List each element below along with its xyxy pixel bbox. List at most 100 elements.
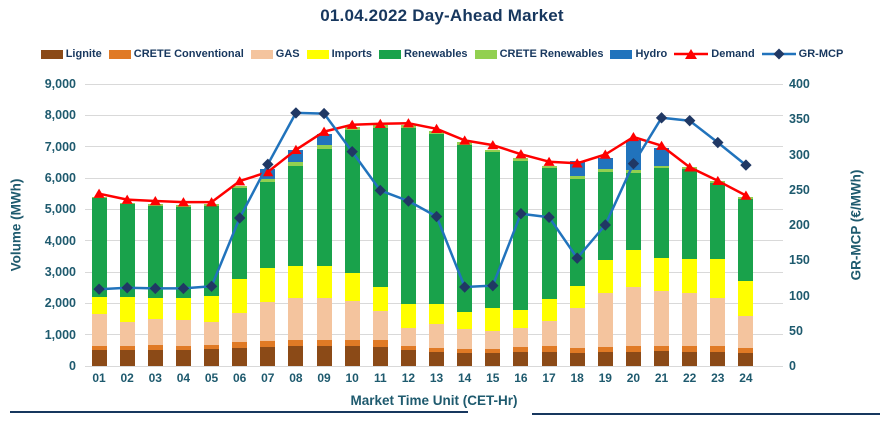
bar-h05-imports [204,296,220,322]
right-axis-tick-label: 200 [789,218,810,232]
bar-h14-gas [457,329,473,349]
x-axis-tick-label: 22 [683,371,697,385]
legend-label: Demand [711,48,755,60]
bar-h22-crete-conventional [682,346,698,352]
gr-mcp-marker [655,112,668,124]
bar-h05-crete-conventional [204,345,220,350]
bar-h09-imports [316,266,332,298]
bar-h20-crete-conventional [625,346,641,352]
bar-h05-gas [204,321,220,345]
bar-h06-lignite [232,348,248,366]
bar-h03-renewables [147,205,163,298]
demand-marker [93,188,105,198]
bar-h10-imports [344,272,360,301]
bar-h08-gas [288,298,304,340]
right-axis-tick-label: 400 [789,77,810,91]
gr-mcp-marker [712,136,724,149]
legend-item-lignite: Lignite [40,48,102,60]
bar-h05-lignite [204,349,220,366]
gr-mcp-marker [515,208,527,220]
bar-h06-crete-conventional [232,342,248,349]
gr-mcp-marker [149,282,162,295]
x-axis-tick-label: 05 [204,371,219,385]
right-axis-tick-label: 350 [789,112,810,127]
gr-mcp-marker [627,157,640,170]
bar-h06-crete-renewables [232,186,248,189]
x-axis-tick-label: 07 [261,371,275,385]
right-axis-tick-label: 0 [789,359,796,373]
bar-h07-crete-renewables [260,179,276,182]
demand-marker [740,190,752,200]
bar-h09-hydro [316,133,332,146]
legend-item-renewables: Renewables [378,48,468,60]
bar-h24-crete-conventional [738,348,754,353]
demand-marker [571,158,583,168]
left-axis-tick-label: 2,000 [44,296,76,311]
bar-h10-crete-conventional [344,339,360,347]
bar-h02-crete-conventional [119,345,135,350]
bar-h15-crete-renewables [485,149,501,153]
demand-marker [374,118,386,128]
bar-h24-lignite [738,352,754,366]
gr-mcp-marker [262,158,274,171]
legend-swatch [474,49,497,59]
legend-label: Hydro [635,48,668,60]
bar-h19-gas [597,292,613,348]
bar-h11-imports [372,287,388,312]
bar-h16-imports [513,310,529,329]
bottom-rule-left [10,411,468,413]
bar-h21-hydro [654,147,670,166]
bar-h16-crete-conventional [513,347,529,353]
bar-h19-crete-renewables [597,168,613,172]
bar-h12-renewables [400,128,416,304]
bar-h12-gas [400,327,416,346]
demand-marker [234,176,246,186]
demand-marker [656,140,668,150]
legend-label: CRETE Conventional [133,48,244,60]
bar-h22-lignite [682,351,698,366]
gr-mcp-marker [458,281,471,293]
gr-mcp-marker [290,107,302,119]
legend-item-demand: Demand [674,48,755,60]
gridline [85,83,783,85]
legend-item-gas: GAS [250,48,300,60]
bar-h04-gas [175,319,191,346]
legend-item-gr-mcp: GR-MCP [761,48,843,60]
bar-h11-crete-conventional [372,339,388,347]
left-axis-title: Volume (MWh) [8,178,24,272]
bar-h14-lignite [457,352,473,366]
bar-h03-imports [147,297,163,320]
bar-h22-imports [682,259,698,293]
bar-h16-gas [513,328,529,348]
demand-marker [402,118,414,128]
bar-h03-lignite [147,349,163,366]
bar-h02-imports [119,297,135,322]
bar-h17-lignite [541,351,557,366]
gr-mcp-marker [346,145,358,158]
bar-h07-gas [260,302,276,341]
legend: Lignite CRETE Conventional GAS Imports Renew… [0,48,884,60]
bar-h19-imports [597,259,613,293]
bar-h04-lignite [175,349,191,366]
bar-h13-gas [429,324,445,349]
bar-h18-lignite [569,352,585,366]
bar-h03-gas [147,319,163,345]
gridline [85,365,783,367]
demand-marker [712,175,724,186]
bar-h21-lignite [654,351,670,366]
x-axis-tick-label: 17 [542,371,556,385]
bar-h23-renewables [710,183,726,259]
gr-mcp-marker [318,107,330,120]
left-axis-tick-label: 0 [69,359,76,373]
bar-h17-renewables [541,168,557,299]
demand-line [98,121,747,204]
bar-h19-hydro [597,157,613,169]
bar-h21-imports [654,257,670,292]
bar-h13-lignite [429,352,445,366]
legend-item-crete-renewables: CRETE Renewables [474,48,603,60]
bar-h12-crete-conventional [400,345,416,350]
gr-mcp-marker [571,252,583,264]
legend-line-glyph [674,49,709,59]
bar-h09-renewables [316,149,332,267]
bar-h07-lignite [260,347,276,366]
